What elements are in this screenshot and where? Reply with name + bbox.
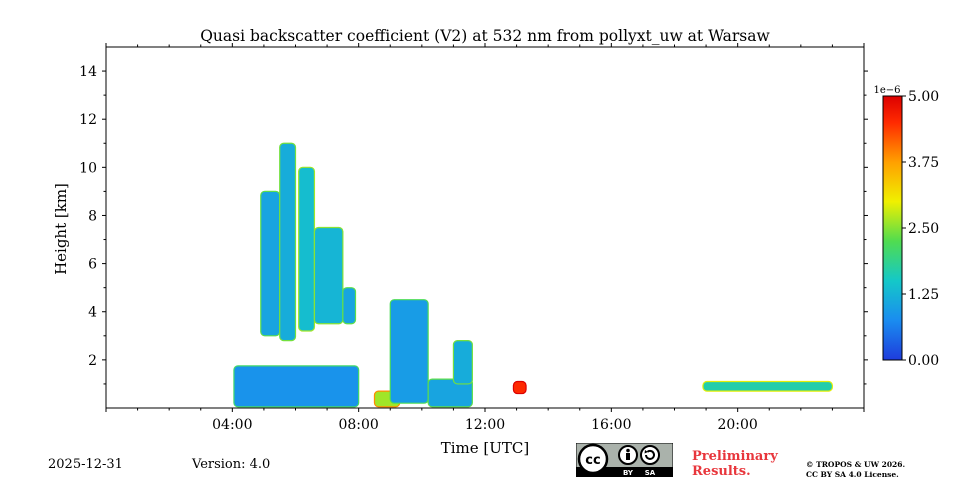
- x-axis: 04:00 08:00 12:00 16:00 20:00: [105, 43, 865, 433]
- x-tick-label: 12:00: [465, 417, 505, 433]
- plot-frame: [105, 46, 865, 409]
- cc-icon: cc: [577, 443, 609, 475]
- colorbar-tick-label: 3.75: [908, 155, 939, 171]
- y-tick-label: 10: [79, 160, 97, 176]
- x-tick-label: 20:00: [717, 417, 757, 433]
- plot-area: [233, 142, 834, 408]
- colorbar-scale-label: 1e−6: [873, 85, 900, 96]
- y-tick-label: 8: [88, 208, 97, 224]
- y-tick-label: 4: [88, 305, 97, 321]
- y-tick-label: 2: [88, 353, 97, 369]
- backscatter-region-8: [389, 299, 429, 404]
- colorbar-tick-label: 0.00: [908, 353, 939, 369]
- y-tick-label: 12: [79, 112, 97, 128]
- backscatter-region-9: [427, 378, 473, 408]
- y-axis-label: Height [km]: [52, 183, 70, 275]
- backscatter-region-5: [313, 226, 344, 325]
- colorbar: [882, 95, 903, 361]
- backscatter-region-2: [260, 190, 281, 337]
- backscatter-region-4: [298, 166, 316, 332]
- svg-text:cc: cc: [585, 453, 600, 468]
- date-label: 2025-12-31: [48, 457, 123, 472]
- colorbar-tick-label: 1.25: [908, 287, 939, 303]
- copyright-line-1: © TROPOS & UW 2026.: [806, 460, 906, 469]
- x-tick-label: 16:00: [591, 417, 631, 433]
- by-label: BY: [623, 469, 634, 477]
- backscatter-region-12: [702, 380, 834, 392]
- preliminary-line-2: Results.: [692, 464, 751, 479]
- x-axis-label: Time [UTC]: [441, 439, 530, 457]
- backscatter-region-10: [452, 340, 473, 385]
- chart-title: Quasi backscatter coefficient (V2) at 53…: [200, 27, 770, 45]
- y-tick-label: 6: [88, 257, 97, 273]
- colorbar-tick-label: 5.00: [908, 89, 939, 105]
- preliminary-notice: Preliminary Results.: [692, 449, 778, 479]
- colorbar-axis: 0.00 1.25 2.50 3.75 5.00: [902, 89, 939, 369]
- backscatter-region-11: [512, 380, 527, 395]
- y-tick-label: 14: [79, 64, 97, 80]
- x-tick-label: 08:00: [338, 417, 378, 433]
- backscatter-region-3: [279, 142, 297, 342]
- backscatter-region-1: [233, 365, 360, 408]
- by-person-icon: [618, 445, 638, 465]
- x-tick-label: 04:00: [212, 417, 252, 433]
- copyright-line-2: CC BY SA 4.0 License.: [806, 470, 899, 479]
- copyright-notice: © TROPOS & UW 2026. CC BY SA 4.0 License…: [806, 460, 905, 480]
- sa-share-icon: [640, 445, 660, 465]
- colorbar-tick-label: 2.50: [908, 221, 939, 237]
- y-axis: 2 4 6 8 10 12 14: [79, 64, 868, 385]
- preliminary-line-1: Preliminary: [692, 449, 778, 464]
- version-label: Version: 4.0: [192, 457, 271, 472]
- backscatter-region-6: [342, 287, 357, 325]
- cc-license-badge: cc BY SA: [576, 443, 673, 477]
- sa-label: SA: [645, 469, 656, 477]
